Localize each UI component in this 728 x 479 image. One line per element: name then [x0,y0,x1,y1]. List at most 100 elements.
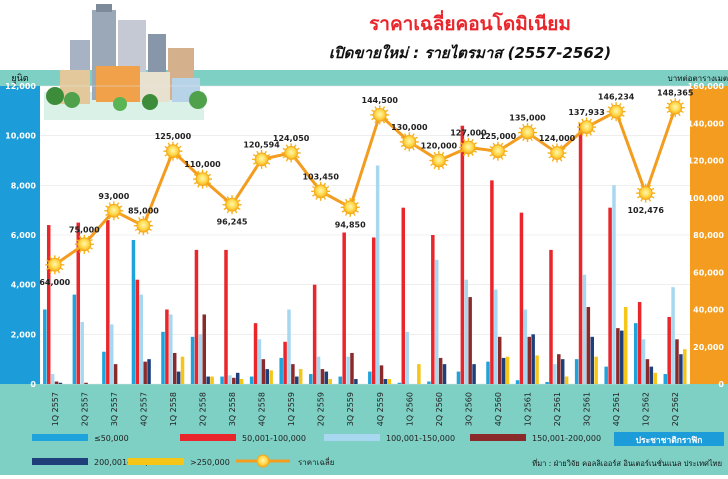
source-text: ที่มา : ฝ่ายวิจัย คอลลิเออร์ส อินเตอร์เน… [532,458,722,468]
bar [633,323,638,384]
sun-core [166,144,180,159]
price-line-path [53,107,677,267]
y2-tick-label: 100,000 [688,194,725,203]
bar [135,279,140,384]
price-point [281,143,301,163]
bar [578,123,583,384]
x-tick-label: 2Q 2562 [671,392,680,426]
x-tick-label: 3Q 2557 [110,392,119,426]
bar [354,379,358,384]
bar [663,374,668,384]
bar [298,369,303,384]
bar [291,364,295,384]
bar [190,336,195,384]
sun-core [550,146,564,160]
price-data-label: 64,000 [39,278,70,287]
bar [431,235,435,384]
bar [220,376,224,384]
bar [383,379,388,384]
bar [557,354,561,384]
bar [683,349,687,384]
price-data-label: 96,245 [217,218,248,227]
price-point [518,123,537,143]
bar [468,297,472,384]
legend-swatch-100-150k [324,434,380,441]
bar [328,379,332,384]
bar [527,336,531,384]
x-tick-label: 3Q 2560 [464,392,473,426]
bar [257,339,262,384]
bar [131,239,136,384]
chart-title: ราคาเฉลี่ยคอนโดมิเนียม [369,10,571,35]
bar [397,382,402,384]
price-point [370,105,390,125]
bar [312,284,317,384]
bar [679,354,683,384]
price-point [311,181,331,201]
bar [545,382,549,384]
sun-core [313,184,328,199]
bar [338,376,343,384]
bar [667,316,671,384]
price-point [547,143,567,163]
price-data-label: 125,000 [480,132,517,141]
y-tick-label: 10,000 [5,132,36,141]
bar [501,357,506,384]
x-tick-label: 2Q 2557 [80,392,89,426]
bar [645,359,650,384]
bar [324,371,329,384]
bar [54,381,59,384]
bar [582,274,587,384]
price-point [577,117,597,137]
price-data-label: 148,365 [657,89,694,98]
building-illustration [44,4,207,120]
x-tick-label: 4Q 2558 [258,392,267,426]
bar [460,125,465,384]
legend-label-50-100k: 50,001-100,000 [242,434,306,443]
bar [228,375,232,384]
price-point [399,132,419,152]
bar [531,334,535,384]
bar [139,294,144,384]
x-tick-label: 4Q 2559 [376,392,385,426]
bar [549,249,553,384]
bar [604,366,608,384]
price-point [193,169,212,189]
price-data-label: 75,000 [69,225,100,234]
bar [210,376,214,384]
y2-tick-label: 60,000 [693,268,724,277]
price-point [488,141,508,161]
y-axis-label: ยูนิต [11,73,28,84]
bar [232,377,236,384]
bar [316,356,321,384]
legend-swatch-le50k [32,434,88,441]
y2-tick-label: 20,000 [693,343,724,352]
bar [283,341,287,384]
bar [202,314,206,384]
legend-swatch-150-200k [470,434,526,441]
sun-core [47,257,62,272]
bar [616,328,620,384]
x-tick-label: 3Q 2559 [346,392,355,426]
sun-core [284,146,299,160]
price-data-label: 124,050 [273,134,310,143]
bar [224,249,228,384]
price-point [429,151,449,170]
bar [675,339,679,384]
x-tick-label: 2Q 2558 [199,392,208,426]
sun-core [609,104,624,119]
y2-axis-label: บาทต่อตารางเมตร [668,74,728,83]
bar [653,372,657,384]
sun-core [106,203,121,218]
price-point [636,183,656,203]
price-data-label: 94,850 [335,220,366,229]
bar [564,376,569,384]
bar [342,232,346,384]
y-tick-label: 8,000 [11,181,37,190]
bar [46,225,51,384]
bar [472,364,476,384]
bar [434,259,439,384]
price-data-label: 135,000 [509,114,546,123]
